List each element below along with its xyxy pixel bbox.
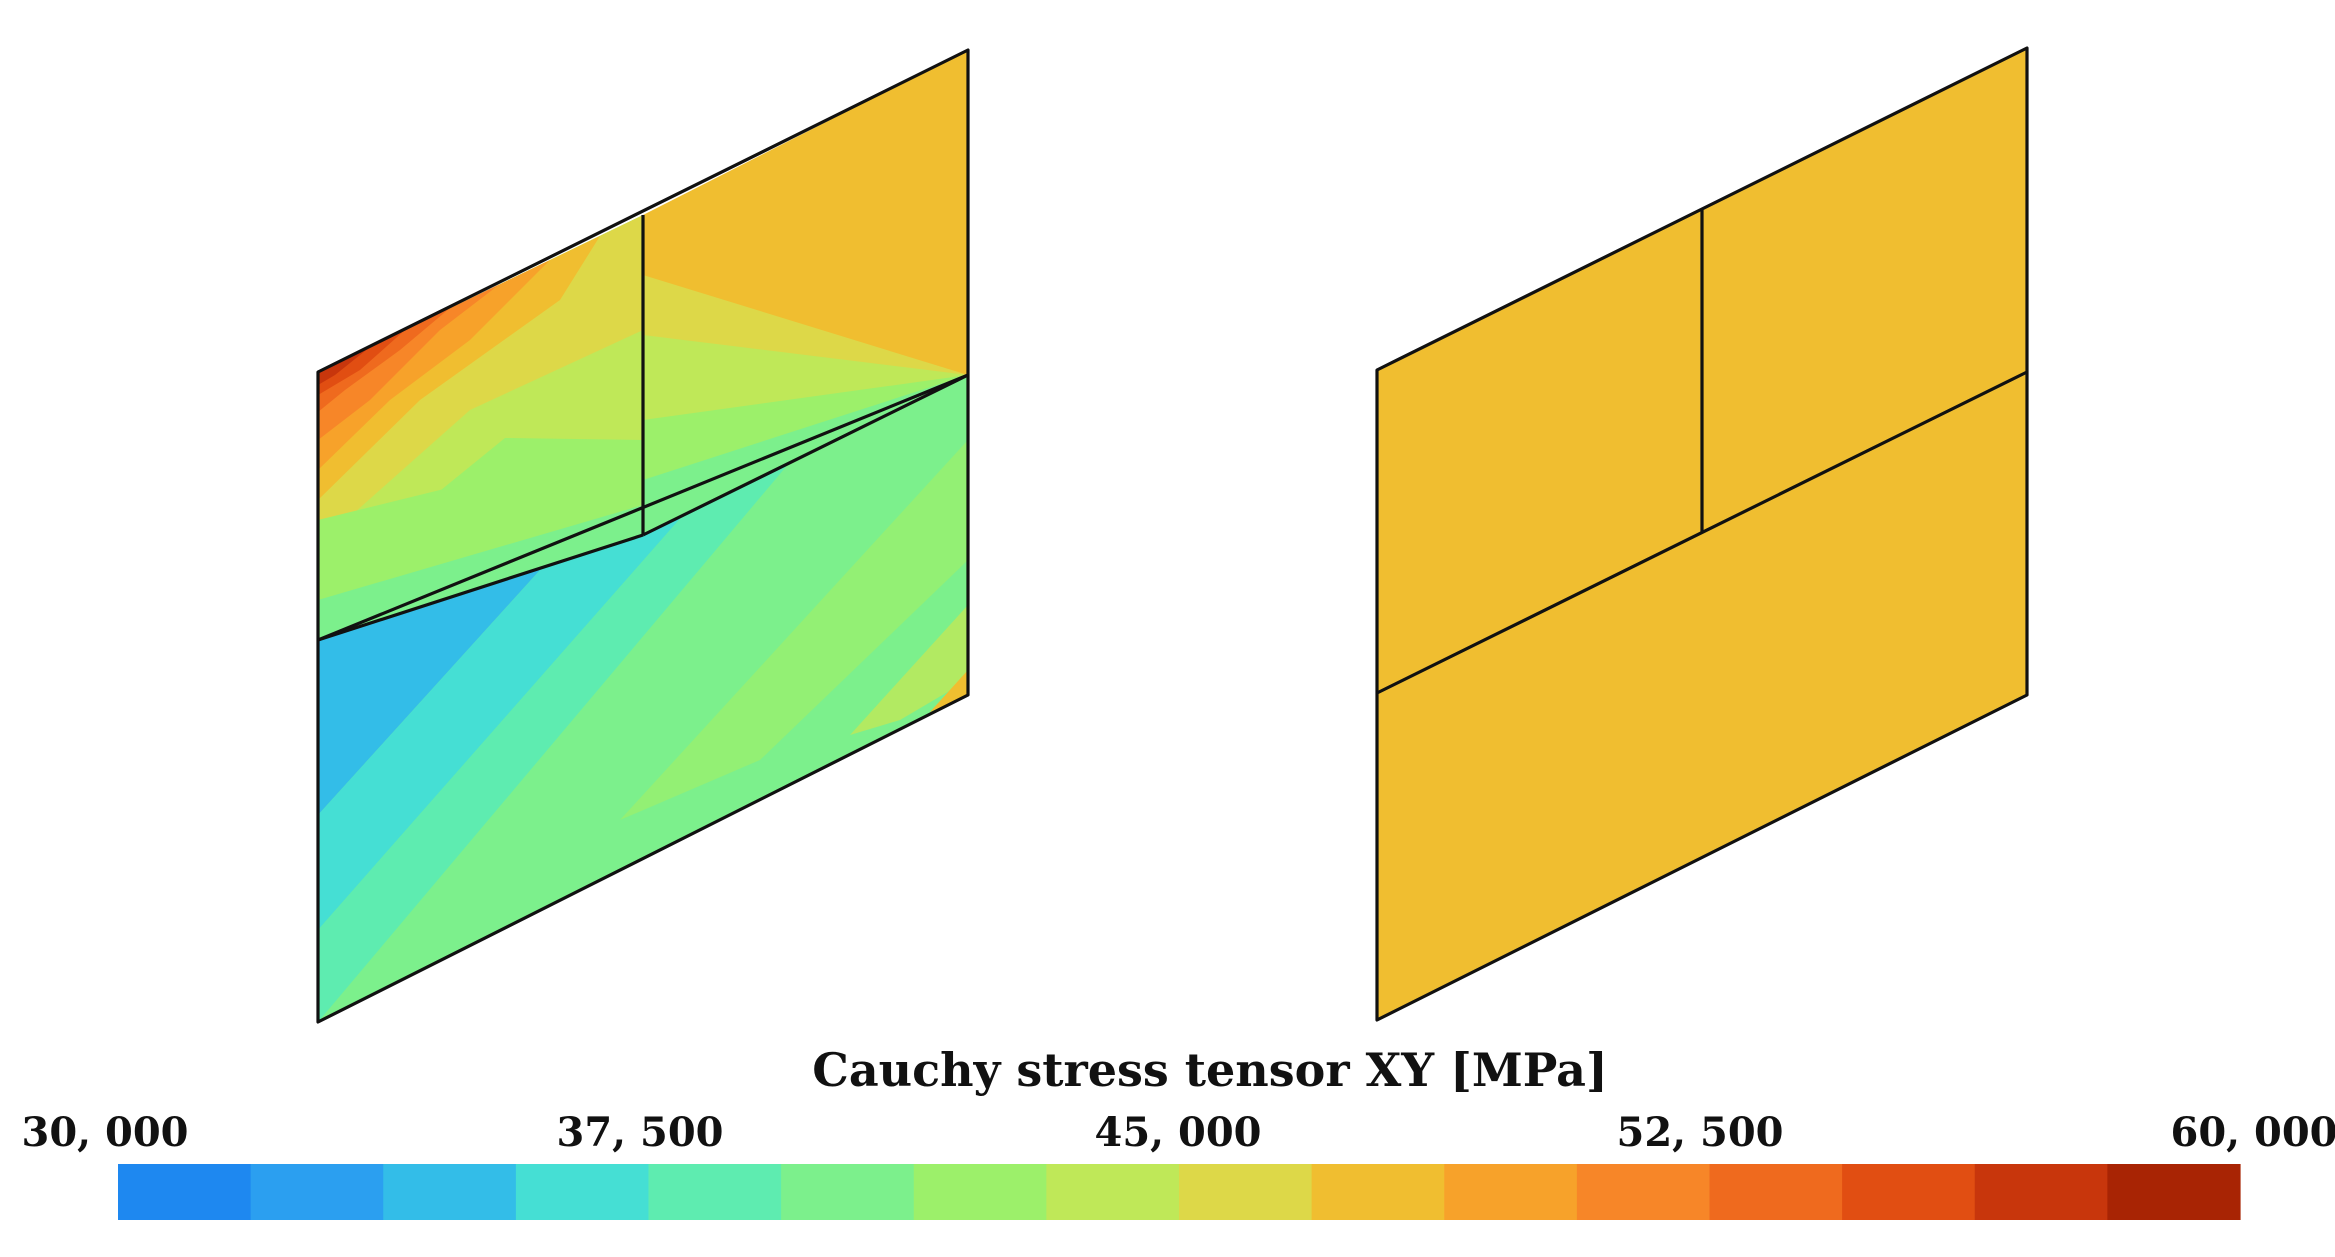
contour-band xyxy=(318,284,500,440)
colorbar-swatch xyxy=(1179,1164,1313,1220)
colorbar-tick-label: 30, 000 xyxy=(21,1109,188,1156)
contour-band xyxy=(318,462,790,1022)
contour-band xyxy=(318,260,550,470)
colorbar-swatch xyxy=(515,1164,650,1220)
colorbar-title: Cauchy stress tensor XY [MPa] xyxy=(812,1043,1607,1097)
contour-band xyxy=(850,605,968,735)
contour-band xyxy=(930,670,968,712)
left-inner-edge-a xyxy=(317,533,644,642)
contour-band xyxy=(318,347,370,385)
contour-band xyxy=(318,308,450,412)
colorbar-swatch xyxy=(781,1164,915,1220)
contour-band xyxy=(620,440,968,820)
left-slanted-edge xyxy=(317,373,969,642)
right-slanted-edge xyxy=(1376,370,2028,695)
colorbar-swatch xyxy=(250,1164,384,1220)
left-mesh-edges xyxy=(316,48,970,1024)
colorbar-swatch xyxy=(1046,1164,1180,1220)
colorbar-swatches xyxy=(118,1164,2241,1220)
colorbar-swatch xyxy=(648,1164,782,1220)
colorbar-swatch xyxy=(1709,1164,1843,1220)
colorbar-swatch xyxy=(1974,1164,2108,1220)
left-outline xyxy=(316,48,970,1024)
colorbar-swatch xyxy=(1311,1164,1445,1220)
colorbar-swatch xyxy=(1444,1164,1578,1220)
right-panel xyxy=(1375,46,2029,1022)
colorbar-tick-label: 37, 500 xyxy=(556,1109,723,1156)
contour-band xyxy=(318,236,600,500)
colorbar-tick-labels: 30, 000 37, 500 45, 000 52, 500 60, 000 xyxy=(21,1109,2335,1156)
right-outline xyxy=(1375,46,2029,1022)
colorbar: Cauchy stress tensor XY [MPa] 30, 000 37… xyxy=(21,1043,2335,1220)
left-panel xyxy=(316,48,970,1024)
colorbar-swatch xyxy=(2107,1164,2241,1220)
left-inner-edge-b xyxy=(642,373,969,537)
colorbar-swatch xyxy=(383,1164,517,1220)
colorbar-swatch xyxy=(913,1164,1047,1220)
colorbar-swatch xyxy=(1576,1164,1711,1220)
colorbar-swatch xyxy=(1842,1164,1976,1220)
colorbar-tick-label: 45, 000 xyxy=(1094,1109,1261,1156)
colorbar-tick-label: 60, 000 xyxy=(2170,1109,2335,1156)
colorbar-tick-label: 52, 500 xyxy=(1616,1109,1783,1156)
contour-band xyxy=(318,215,643,545)
colorbar-swatch xyxy=(118,1164,252,1220)
contour-band xyxy=(318,330,405,395)
